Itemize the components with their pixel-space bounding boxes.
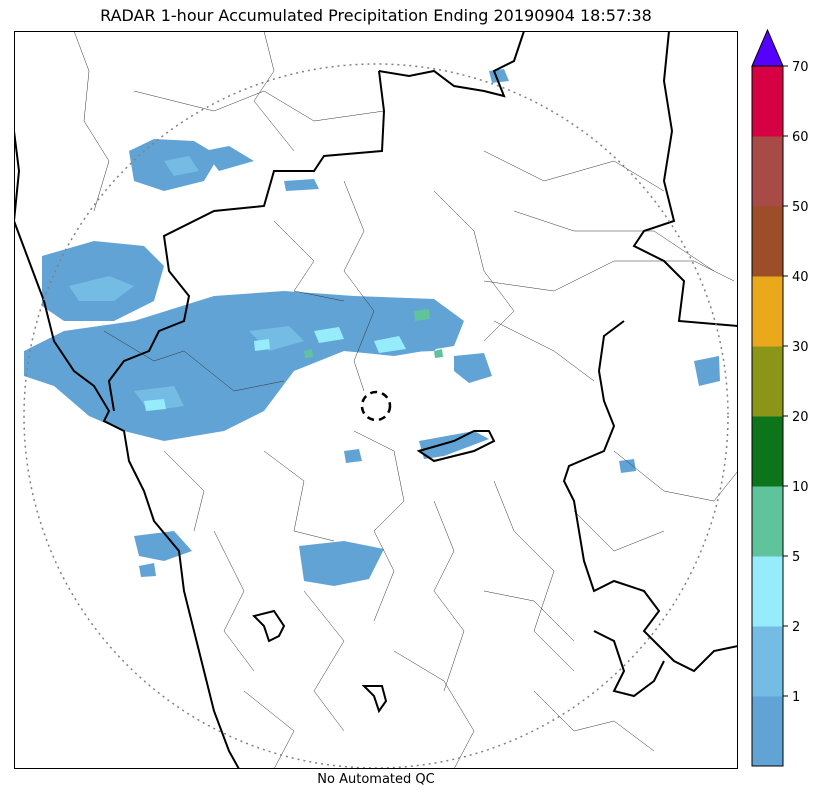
colorbar-tick-label: 40 — [792, 270, 809, 285]
precip-heavy-3 — [144, 399, 166, 411]
precip-echo-south-1 — [299, 541, 384, 586]
precip-very-heavy-3 — [434, 349, 443, 358]
precipitation-moderate — [69, 156, 304, 411]
precip-heavy-4 — [374, 336, 406, 353]
colorbar-tick-label: 50 — [792, 200, 809, 215]
colorbar-tick-label: 60 — [792, 130, 809, 145]
state-border-south-2 — [361, 685, 388, 714]
state-border-northeast — [632, 31, 738, 327]
colorbar-tick-label: 5 — [792, 550, 800, 565]
colorbar-tick-label: 10 — [792, 480, 809, 495]
precip-very-heavy-1 — [414, 309, 430, 321]
radar-site-marker — [360, 390, 392, 422]
precip-heavy-1 — [314, 327, 344, 343]
precip-echo-gorge — [419, 431, 489, 459]
coastline — [14, 130, 240, 769]
precipitation-colorbar: 1 2 5 10 20 30 40 50 60 70 — [751, 28, 809, 767]
radar-map — [14, 31, 738, 769]
colorbar-tick-label: 2 — [792, 620, 800, 635]
precip-echo-center-small — [344, 449, 362, 463]
state-border-east — [562, 320, 738, 673]
colorbar-overflow-arrow — [751, 28, 784, 67]
colorbar-segment — [752, 346, 783, 417]
colorbar-tick-label: 20 — [792, 410, 809, 425]
colorbar-segment — [752, 626, 783, 697]
precip-echo-north-2 — [204, 146, 254, 171]
district-boundaries — [73, 31, 738, 769]
state-border-gorge — [416, 430, 496, 463]
colorbar-segment — [752, 696, 783, 767]
state-border-south-1 — [252, 609, 286, 643]
precip-heavy-2 — [254, 339, 270, 351]
precip-echo-south-3 — [139, 563, 156, 577]
colorbar-tick-label: 1 — [792, 690, 800, 705]
state-boundaries — [14, 31, 738, 769]
precip-echo-northeast-arc — [284, 179, 319, 191]
colorbar-segment — [752, 136, 783, 207]
colorbar-tick-label: 30 — [792, 340, 809, 355]
precipitation-echoes — [24, 69, 720, 586]
precipitation-heavy — [144, 327, 406, 411]
colorbar-segment — [752, 416, 783, 487]
precip-moderate-2 — [164, 156, 199, 176]
precip-very-heavy-2 — [304, 349, 313, 358]
colorbar-segment — [752, 486, 783, 557]
colorbar-segment — [752, 276, 783, 347]
state-border-southeast — [593, 630, 665, 698]
precipitation-very-heavy — [304, 309, 443, 358]
precip-echo-east-small — [694, 356, 720, 386]
map-title: RADAR 1-hour Accumulated Precipitation E… — [100, 6, 652, 25]
qc-caption: No Automated QC — [317, 772, 435, 787]
precip-moderate-1 — [69, 276, 134, 301]
state-border-north — [107, 70, 386, 412]
colorbar-segment — [752, 556, 783, 627]
precip-echo-east-far — [619, 459, 636, 473]
precip-echo-east-cell — [454, 353, 492, 383]
colorbar-segment — [752, 66, 783, 137]
colorbar-top-label: 70 — [792, 60, 809, 75]
colorbar-segment — [752, 206, 783, 277]
precip-echo-south-2 — [134, 531, 192, 561]
state-border-north-top — [378, 31, 525, 98]
